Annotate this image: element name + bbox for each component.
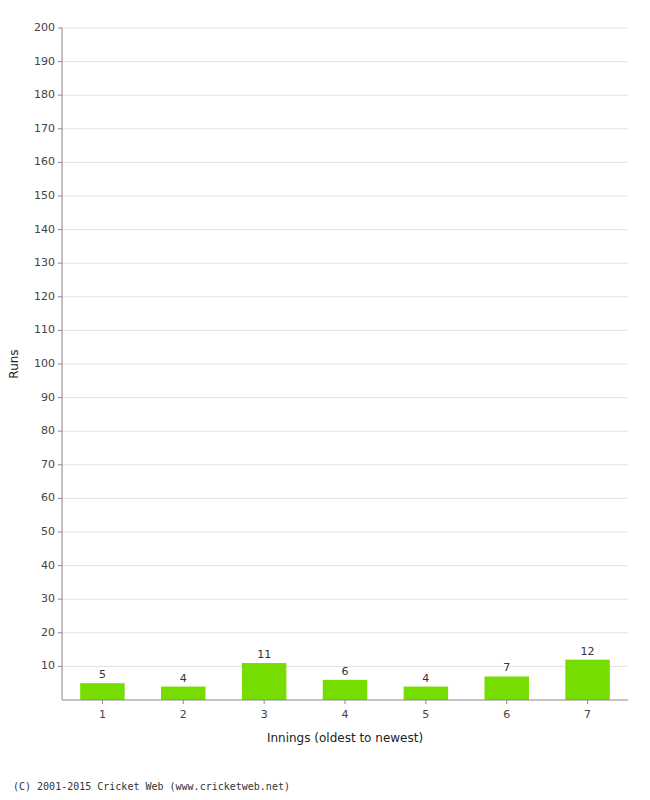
data-label: 7 [503,661,510,674]
y-tick-label: 130 [34,256,55,269]
grid-line [62,364,628,365]
x-tick-label: 6 [503,708,510,721]
bar [242,663,286,700]
chart: 5411647121020304050607080901001101201301… [0,0,650,800]
grid-line [62,532,628,533]
footer: (C) 2001-2015 Cricket Web (www.cricketwe… [13,781,290,792]
y-tick [58,28,62,29]
data-label: 4 [422,672,429,685]
grid-line [62,632,628,633]
x-tick-label: 3 [261,708,268,721]
y-tick [58,666,62,667]
y-tick [58,431,62,432]
bar [323,680,367,700]
y-tick [58,162,62,163]
y-tick-label: 160 [34,155,55,168]
y-tick [58,397,62,398]
y-tick [58,632,62,633]
grid-line [62,464,628,465]
y-tick-label: 90 [41,391,55,404]
grid-line [62,95,628,96]
grid-line [62,196,628,197]
y-tick [58,229,62,230]
bar [80,683,124,700]
axes: 10 20 30 40 50 60 70 80 90 100 110 120 130 140 150 160 1… [34,21,628,721]
page: {"chart_data": {"type": "bar", "xlabel":… [0,0,650,800]
x-tick-label: 5 [422,708,429,721]
y-axis-label: Runs [7,349,21,378]
y-tick-label: 50 [41,525,55,538]
y-tick [58,128,62,129]
data-labels: 5 4 11 6 4 7 12 [99,645,595,685]
data-label: 12 [581,645,595,658]
y-tick-label: 110 [34,323,55,336]
bar [484,676,528,700]
y-tick-label: 120 [34,290,55,303]
grid-line [62,330,628,331]
x-tick [425,700,426,704]
grid-line [62,431,628,432]
y-tick-label: 30 [41,592,55,605]
grid-line [62,397,628,398]
y-tick [58,364,62,365]
grid-line [62,263,628,264]
y-tick-label: 80 [41,424,55,437]
grid-line [62,565,628,566]
data-label: 5 [99,668,106,681]
y-tick-label: 60 [41,491,55,504]
y-tick [58,565,62,566]
y-tick [58,61,62,62]
y-tick-label: 150 [34,189,55,202]
y-tick [58,296,62,297]
x-tick [183,700,184,704]
data-label: 6 [342,665,349,678]
x-tick [264,700,265,704]
y-tick [58,464,62,465]
y-tick [58,263,62,264]
bar [161,687,205,700]
y-tick [58,95,62,96]
y-tick-label: 140 [34,223,55,236]
y-tick-label: 40 [41,559,55,572]
x-tick-label: 2 [180,708,187,721]
y-tick-label: 70 [41,458,55,471]
grid [62,28,628,666]
y-tick-label: 180 [34,88,55,101]
y-tick [58,330,62,331]
y-tick-label: 170 [34,122,55,135]
bars [80,660,610,700]
data-label: 11 [257,648,271,661]
x-tick [587,700,588,704]
grid-line [62,229,628,230]
bar [565,660,609,700]
grid-line [62,61,628,62]
grid-line [62,128,628,129]
y-tick [58,532,62,533]
x-tick [102,700,103,704]
y-tick-label: 200 [34,21,55,34]
bar [404,687,448,700]
data-label: 4 [180,672,187,685]
grid-line [62,162,628,163]
x-tick-label: 1 [99,708,106,721]
y-tick [58,196,62,197]
x-axis-label: Innings (oldest to newest) [267,731,423,745]
x-tick [506,700,507,704]
grid-line [62,296,628,297]
grid-line [62,498,628,499]
y-tick-label: 10 [41,659,55,672]
y-tick-label: 190 [34,55,55,68]
chart-container: 5411647121020304050607080901001101201301… [0,0,650,800]
grid-line [62,599,628,600]
grid-line [62,28,628,29]
x-tick-label: 7 [584,708,591,721]
x-tick-label: 4 [342,708,349,721]
y-tick-label: 20 [41,626,55,639]
y-tick [58,599,62,600]
x-tick [345,700,346,704]
y-tick [58,498,62,499]
y-tick-label: 100 [34,357,55,370]
